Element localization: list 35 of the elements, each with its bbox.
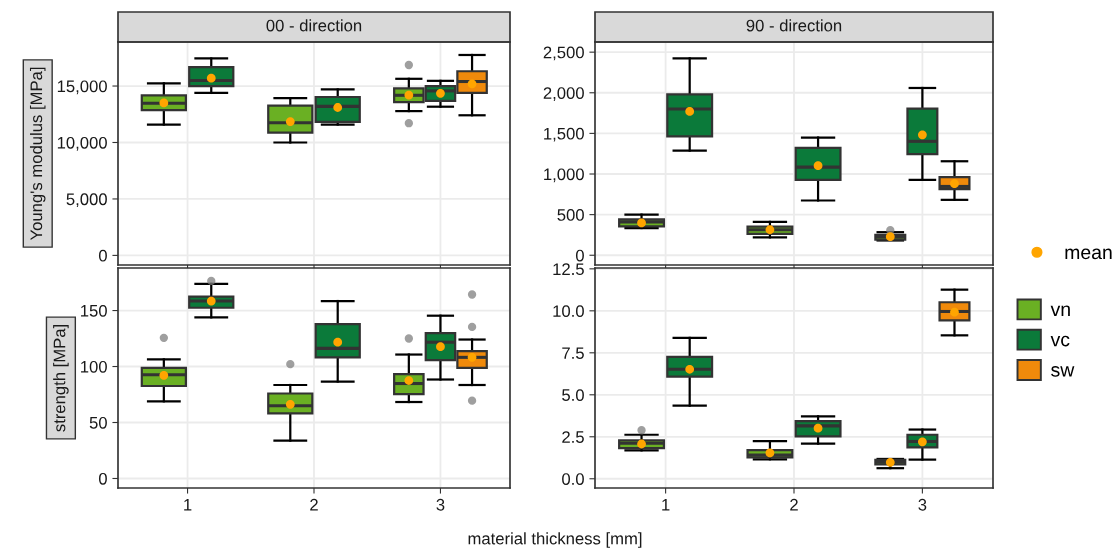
y-tick-label: 5,000 [66,193,107,208]
y-tick-label: 5.0 [562,389,584,401]
legend-label: vc [1050,335,1070,347]
y-tick-label: 10,000 [57,136,107,151]
y-tick-label: 2.5 [562,431,584,443]
y-tick-label: 50 [89,416,107,429]
y-tick-label: 150 [81,304,107,317]
chart-title: 90 - direction [746,19,842,32]
y-tick-label: 15,000 [57,80,107,95]
y-tick-label: 0 [98,472,107,485]
y-tick-label: 10.0 [553,305,584,318]
y-tick-label: 1,000 [544,168,584,183]
y-tick-label: 0.0 [562,473,584,485]
x-tick-label: 1 [184,499,192,511]
y-tick-label: 12.5 [553,263,584,276]
legend-label: vn [1050,305,1070,316]
y-axis-title: Young's modulus [MPa] [29,67,46,241]
x-tick-label: 3 [436,498,445,511]
x-tick-label: 3 [918,498,927,511]
chart-title: 00 - direction [266,19,362,32]
legend-label: mean [1065,248,1112,260]
y-tick-label: 100 [81,360,107,373]
y-axis-title: strength [MPa] [53,324,69,432]
x-tick-label: 2 [310,498,318,511]
y-tick-label: 7.5 [562,347,584,360]
y-tick-label: 2,000 [543,87,584,101]
y-tick-label: 0 [98,249,107,262]
x-axis-title: material thickness [mm] [468,532,642,548]
x-tick-label: 2 [790,498,798,511]
legend-label: sw [1051,366,1075,377]
x-tick-label: 1 [662,499,670,511]
y-tick-label: 1,500 [544,127,584,142]
y-tick-label: 2,500 [543,46,584,61]
y-tick-label: 0 [575,249,584,262]
y-tick-label: 500 [557,209,584,221]
